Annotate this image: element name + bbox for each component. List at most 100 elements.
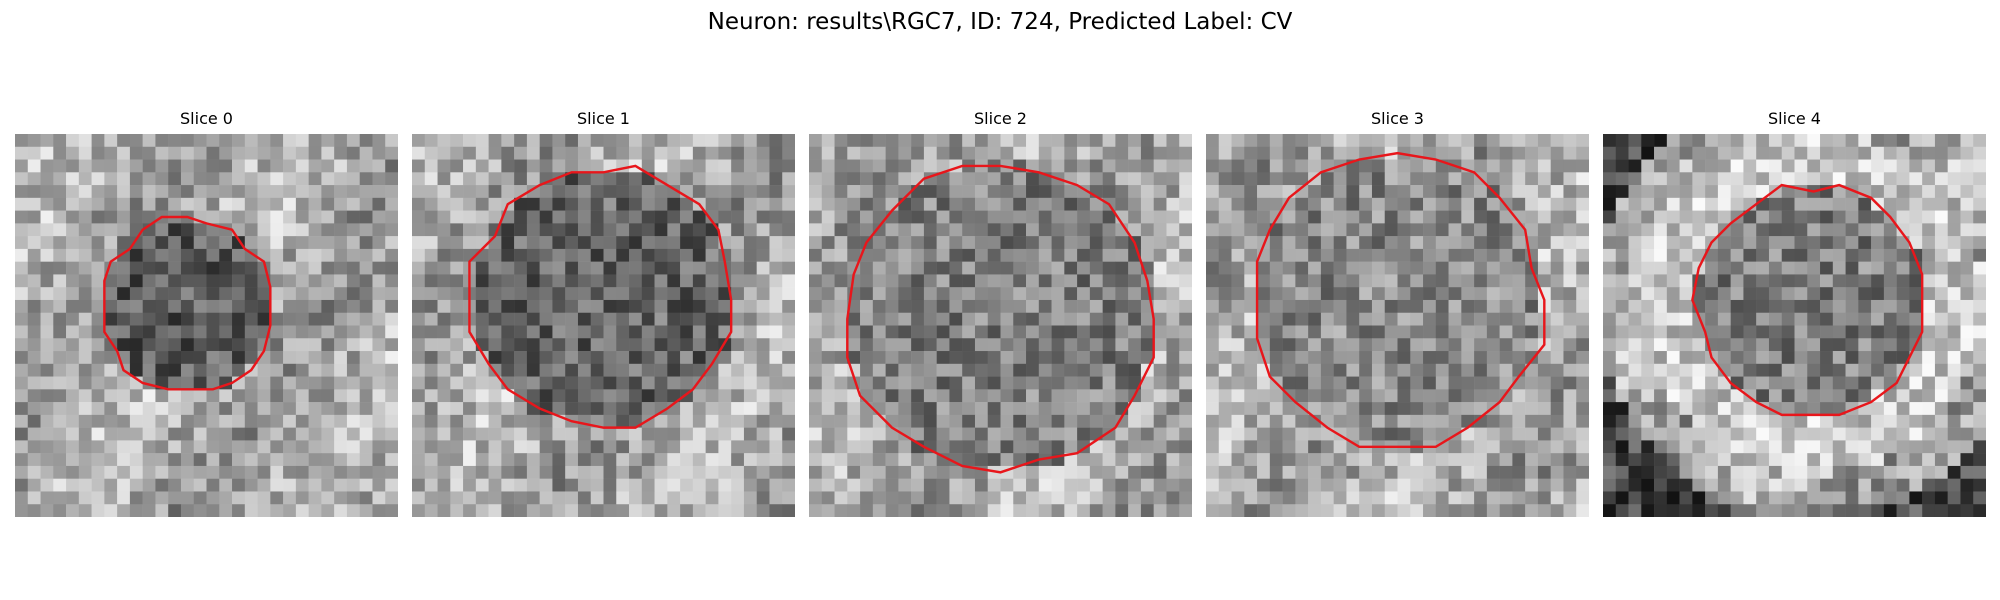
image-pixel: [514, 325, 528, 339]
image-pixel: [860, 465, 874, 479]
image-pixel: [1435, 389, 1449, 403]
image-pixel: [270, 504, 284, 517]
image-pixel: [27, 363, 41, 377]
image-pixel: [923, 210, 937, 224]
image-pixel: [1218, 185, 1232, 199]
image-pixel: [1909, 453, 1923, 467]
image-pixel: [53, 146, 67, 160]
image-pixel: [1858, 261, 1872, 275]
image-pixel: [1077, 312, 1091, 326]
image-pixel: [603, 351, 617, 365]
image-pixel: [834, 197, 848, 211]
image-pixel: [1705, 376, 1719, 390]
image-pixel: [756, 185, 770, 199]
image-pixel: [692, 185, 706, 199]
image-pixel: [1320, 197, 1334, 211]
image-pixel: [539, 351, 553, 365]
image-pixel: [412, 478, 426, 492]
image-pixel: [1461, 236, 1475, 250]
image-pixel: [1717, 465, 1731, 479]
image-pixel: [949, 478, 963, 492]
image-pixel: [962, 465, 976, 479]
image-pixel: [1038, 210, 1052, 224]
image-pixel: [1218, 427, 1232, 441]
image-pixel: [629, 389, 643, 403]
image-pixel: [616, 312, 630, 326]
image-pixel: [1563, 274, 1577, 288]
image-pixel: [501, 159, 515, 173]
image-pixel: [1807, 261, 1821, 275]
image-pixel: [117, 325, 131, 339]
image-pixel: [1435, 185, 1449, 199]
image-pixel: [1679, 325, 1693, 339]
image-pixel: [424, 338, 438, 352]
image-pixel: [1654, 287, 1668, 301]
image-pixel: [872, 478, 886, 492]
image-pixel: [66, 274, 80, 288]
image-pixel: [1768, 159, 1782, 173]
image-pixel: [872, 159, 886, 173]
image-pixel: [270, 453, 284, 467]
image-pixel: [463, 185, 477, 199]
image-pixel: [923, 146, 937, 160]
image-pixel: [53, 274, 67, 288]
image-pixel: [885, 185, 899, 199]
image-pixel: [1064, 440, 1078, 454]
image-pixel: [372, 338, 386, 352]
image-pixel: [1807, 465, 1821, 479]
image-pixel: [1550, 159, 1564, 173]
image-pixel: [1359, 299, 1373, 313]
image-pixel: [1794, 210, 1808, 224]
image-pixel: [962, 363, 976, 377]
image-pixel: [53, 363, 67, 377]
image-pixel: [1128, 440, 1142, 454]
image-pixel: [270, 363, 284, 377]
image-pixel: [616, 274, 630, 288]
image-pixel: [1922, 287, 1936, 301]
image-pixel: [1730, 159, 1744, 173]
image-pixel: [1499, 159, 1513, 173]
image-pixel: [27, 402, 41, 416]
image-pixel: [1218, 197, 1232, 211]
image-pixel: [1730, 478, 1744, 492]
image-pixel: [1934, 338, 1948, 352]
image-pixel: [1346, 287, 1360, 301]
image-pixel: [1474, 146, 1488, 160]
image-pixel: [1384, 363, 1398, 377]
image-pixel: [1064, 197, 1078, 211]
image-pixel: [1026, 248, 1040, 262]
image-pixel: [1435, 312, 1449, 326]
image-pixel: [283, 299, 297, 313]
image-pixel: [334, 299, 348, 313]
image-pixel: [1282, 376, 1296, 390]
image-pixel: [1128, 312, 1142, 326]
image-pixel: [372, 389, 386, 403]
image-pixel: [1858, 159, 1872, 173]
image-pixel: [1474, 376, 1488, 390]
image-pixel: [488, 197, 502, 211]
image-pixel: [1359, 414, 1373, 428]
image-pixel: [654, 351, 668, 365]
image-pixel: [629, 363, 643, 377]
image-pixel: [756, 312, 770, 326]
image-pixel: [1730, 402, 1744, 416]
image-pixel: [514, 197, 528, 211]
image-pixel: [385, 172, 398, 186]
image-pixel: [346, 134, 360, 148]
image-pixel: [1486, 427, 1500, 441]
image-pixel: [718, 223, 732, 237]
image-pixel: [53, 134, 67, 148]
image-pixel: [1832, 427, 1846, 441]
image-pixel: [1218, 146, 1232, 160]
image-pixel: [1858, 197, 1872, 211]
image-pixel: [1615, 236, 1629, 250]
image-pixel: [1550, 402, 1564, 416]
image-pixel: [821, 453, 835, 467]
image-pixel: [1934, 146, 1948, 160]
image-pixel: [257, 376, 271, 390]
image-pixel: [680, 504, 694, 517]
image-pixel: [667, 414, 681, 428]
image-pixel: [654, 478, 668, 492]
image-pixel: [1435, 504, 1449, 517]
image-pixel: [40, 274, 54, 288]
